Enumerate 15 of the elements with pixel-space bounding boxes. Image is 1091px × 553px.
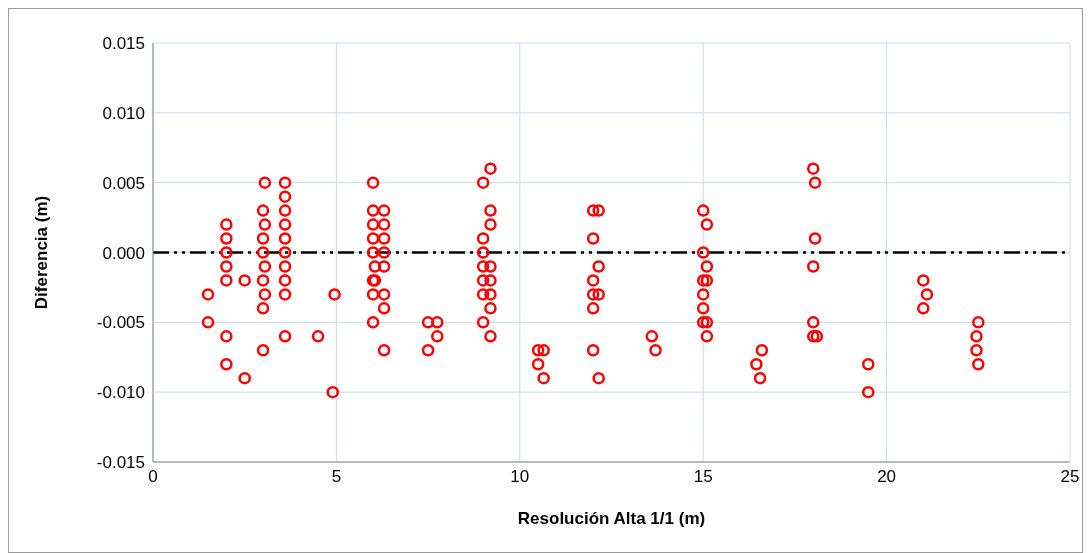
x-tick-label: 10 [510,467,530,487]
y-tick-label: 0.015 [102,34,145,54]
x-tick-label: 25 [1060,467,1080,487]
x-tick-label: 20 [877,467,897,487]
x-tick-label: 0 [148,467,158,487]
y-tick-label: -0.015 [96,453,145,473]
y-axis-title: Diferencia (m) [32,195,52,310]
x-tick-label: 15 [693,467,713,487]
y-tick-label: -0.010 [96,383,145,403]
y-tick-label: 0.005 [102,173,145,193]
x-tick-label: 5 [331,467,342,487]
x-axis-title: Resolución Alta 1/1 (m) [517,509,706,528]
y-tick-label: 0.010 [102,103,145,123]
y-tick-label: -0.005 [96,313,145,333]
y-tick-label: 0.000 [102,243,145,263]
